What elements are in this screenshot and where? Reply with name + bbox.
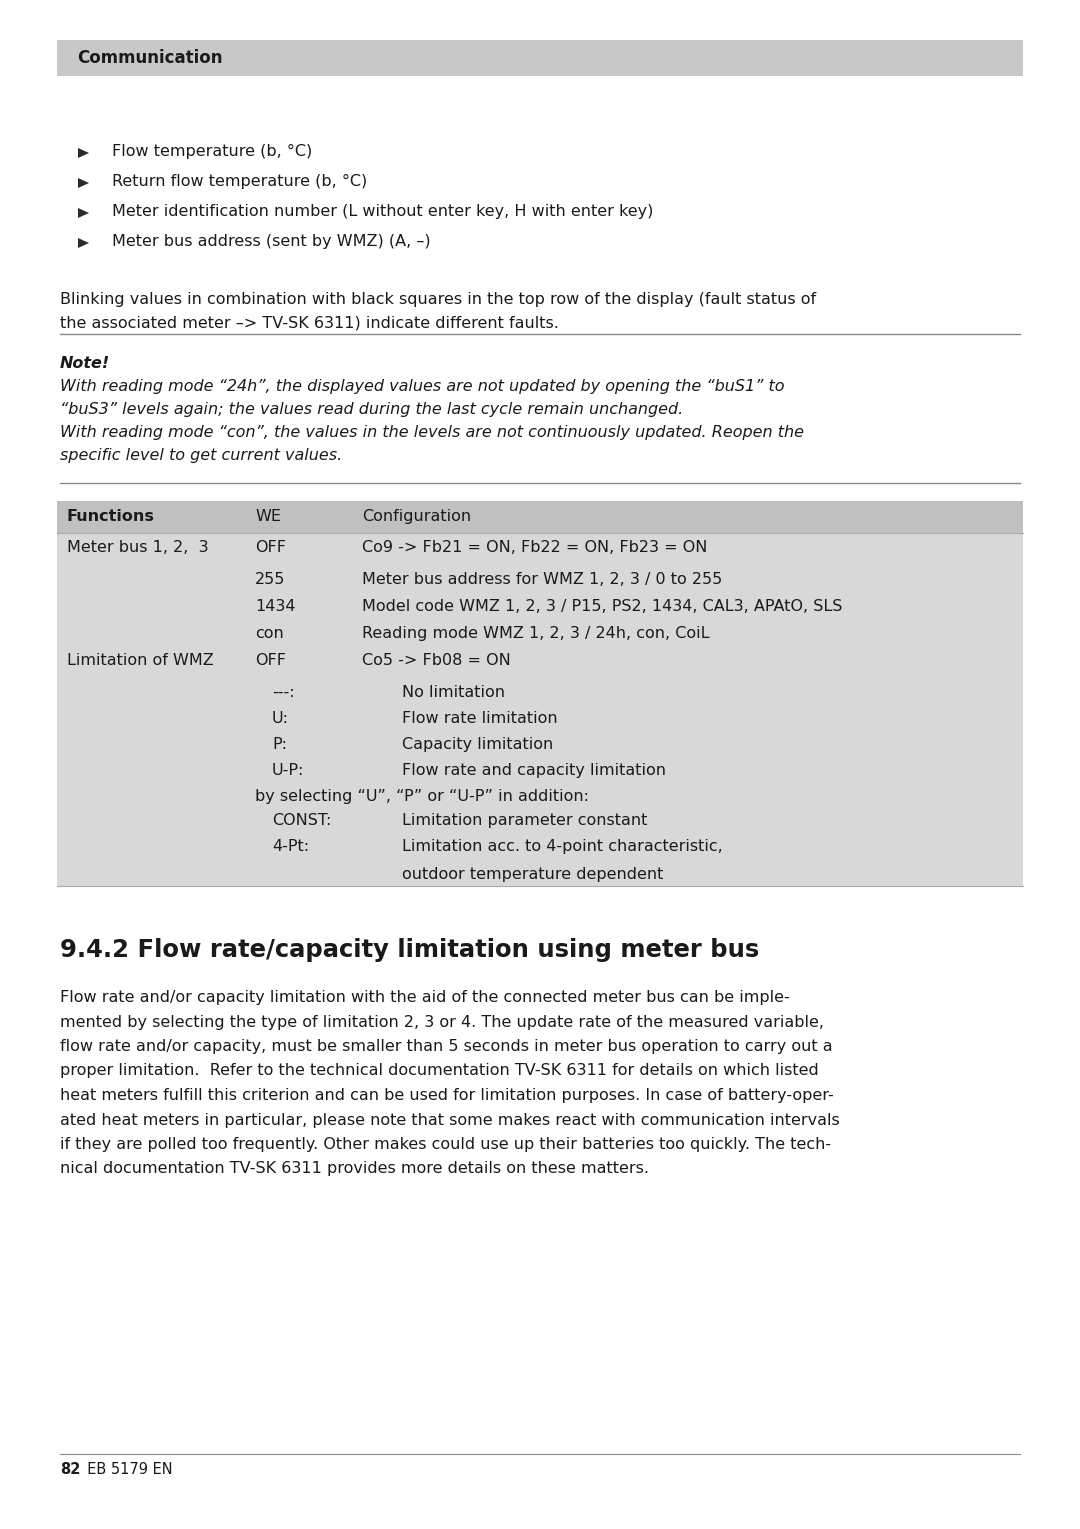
Text: ---:: ---: <box>272 685 295 700</box>
Text: Return flow temperature (b, °C): Return flow temperature (b, °C) <box>112 174 367 190</box>
Text: if they are polled too frequently. Other makes could use up their batteries too : if they are polled too frequently. Other… <box>60 1138 832 1151</box>
Text: Functions: Functions <box>67 509 154 524</box>
Polygon shape <box>78 239 89 248</box>
Text: Capacity limitation: Capacity limitation <box>402 737 553 752</box>
Text: nical documentation TV-SK 6311 provides more details on these matters.: nical documentation TV-SK 6311 provides … <box>60 1162 649 1176</box>
Text: Flow rate and/or capacity limitation with the aid of the connected meter bus can: Flow rate and/or capacity limitation wit… <box>60 989 789 1005</box>
Text: Blinking values in combination with black squares in the top row of the display : Blinking values in combination with blac… <box>60 292 816 307</box>
Text: Limitation acc. to 4-point characteristic,: Limitation acc. to 4-point characteristi… <box>402 839 723 855</box>
Text: OFF: OFF <box>255 653 286 668</box>
Text: by selecting “U”, “P” or “U-P” in addition:: by selecting “U”, “P” or “U-P” in additi… <box>255 789 589 804</box>
Text: specific level to get current values.: specific level to get current values. <box>60 448 342 463</box>
Text: mented by selecting the type of limitation 2, 3 or 4. The update rate of the mea: mented by selecting the type of limitati… <box>60 1015 824 1029</box>
Text: Flow temperature (b, °C): Flow temperature (b, °C) <box>112 144 312 159</box>
Text: Meter bus address for WMZ 1, 2, 3 / 0 to 255: Meter bus address for WMZ 1, 2, 3 / 0 to… <box>362 572 723 587</box>
Text: Flow rate and capacity limitation: Flow rate and capacity limitation <box>402 763 666 778</box>
Text: With reading mode “con”, the values in the levels are not continuously updated. : With reading mode “con”, the values in t… <box>60 425 804 440</box>
Text: P:: P: <box>272 737 287 752</box>
Text: Limitation of WMZ: Limitation of WMZ <box>67 653 214 668</box>
Text: U:: U: <box>272 711 289 726</box>
Text: the associated meter –> TV-SK 6311) indicate different faults.: the associated meter –> TV-SK 6311) indi… <box>60 317 558 330</box>
Text: 4-Pt:: 4-Pt: <box>272 839 309 855</box>
Text: OFF: OFF <box>255 540 286 555</box>
Bar <box>57 502 1023 534</box>
Text: Note!: Note! <box>60 356 110 372</box>
Polygon shape <box>78 177 89 188</box>
Text: 255: 255 <box>255 572 285 587</box>
Text: 9.4.2 Flow rate/capacity limitation using meter bus: 9.4.2 Flow rate/capacity limitation usin… <box>60 937 759 962</box>
Text: “buS3” levels again; the values read during the last cycle remain unchanged.: “buS3” levels again; the values read dur… <box>60 402 684 417</box>
Text: 82: 82 <box>60 1462 80 1477</box>
Text: flow rate and/or capacity, must be smaller than 5 seconds in meter bus operation: flow rate and/or capacity, must be small… <box>60 1040 833 1053</box>
Text: Limitation parameter constant: Limitation parameter constant <box>402 813 647 829</box>
Text: con: con <box>255 625 284 641</box>
Text: U-P:: U-P: <box>272 763 305 778</box>
Text: Flow rate limitation: Flow rate limitation <box>402 711 557 726</box>
Text: heat meters fulfill this criterion and can be used for limitation purposes. In c: heat meters fulfill this criterion and c… <box>60 1089 834 1102</box>
Text: EB 5179 EN: EB 5179 EN <box>78 1462 173 1477</box>
Bar <box>57 502 1023 885</box>
Text: outdoor temperature dependent: outdoor temperature dependent <box>402 867 663 882</box>
Text: With reading mode “24h”, the displayed values are not updated by opening the “bu: With reading mode “24h”, the displayed v… <box>60 379 784 394</box>
Bar <box>57 40 1023 76</box>
Text: Meter bus address (sent by WMZ) (A, –): Meter bus address (sent by WMZ) (A, –) <box>112 234 431 249</box>
Text: No limitation: No limitation <box>402 685 505 700</box>
Text: CONST:: CONST: <box>272 813 332 829</box>
Text: Reading mode WMZ 1, 2, 3 / 24h, con, CoiL: Reading mode WMZ 1, 2, 3 / 24h, con, Coi… <box>362 625 710 641</box>
Text: Co9 -> Fb21 = ON, Fb22 = ON, Fb23 = ON: Co9 -> Fb21 = ON, Fb22 = ON, Fb23 = ON <box>362 540 707 555</box>
Text: Co5 -> Fb08 = ON: Co5 -> Fb08 = ON <box>362 653 511 668</box>
Text: WE: WE <box>255 509 281 524</box>
Text: 1434: 1434 <box>255 599 296 615</box>
Text: Communication: Communication <box>77 49 222 67</box>
Text: ated heat meters in particular, please note that some makes react with communica: ated heat meters in particular, please n… <box>60 1113 840 1127</box>
Polygon shape <box>78 148 89 157</box>
Text: proper limitation.  Refer to the technical documentation TV-SK 6311 for details : proper limitation. Refer to the technica… <box>60 1064 819 1078</box>
Text: Meter bus 1, 2,  3: Meter bus 1, 2, 3 <box>67 540 208 555</box>
Polygon shape <box>78 208 89 219</box>
Text: Configuration: Configuration <box>362 509 471 524</box>
Text: Model code WMZ 1, 2, 3 / P15, PS2, 1434, CAL3, APAtO, SLS: Model code WMZ 1, 2, 3 / P15, PS2, 1434,… <box>362 599 842 615</box>
Text: Meter identification number (L without enter key, H with enter key): Meter identification number (L without e… <box>112 203 653 219</box>
